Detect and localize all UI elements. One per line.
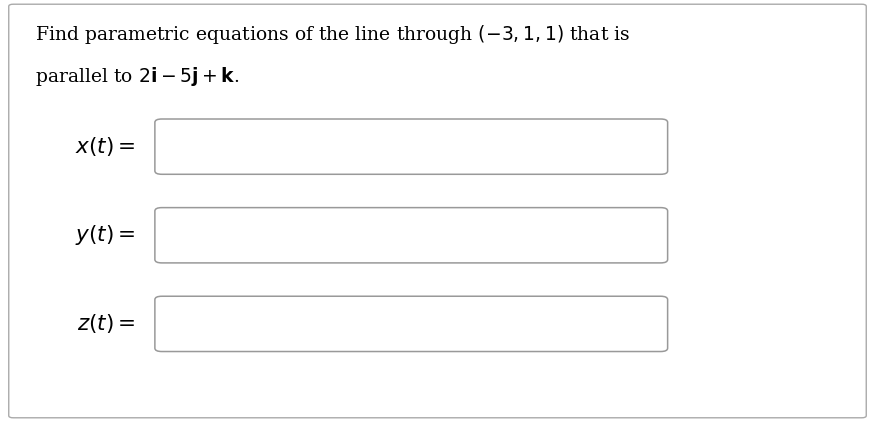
FancyBboxPatch shape: [155, 208, 668, 263]
Text: $x(t) =$: $x(t) =$: [75, 135, 136, 158]
Text: Find parametric equations of the line through $(-3, 1, 1)$ that is: Find parametric equations of the line th…: [35, 23, 630, 46]
Text: $y(t) =$: $y(t) =$: [75, 223, 136, 247]
Text: $z(t) =$: $z(t) =$: [77, 312, 136, 335]
Text: parallel to $2\mathbf{i} - 5\mathbf{j} + \mathbf{k}$.: parallel to $2\mathbf{i} - 5\mathbf{j} +…: [35, 65, 240, 89]
FancyBboxPatch shape: [155, 296, 668, 352]
FancyBboxPatch shape: [9, 4, 866, 418]
FancyBboxPatch shape: [155, 119, 668, 174]
